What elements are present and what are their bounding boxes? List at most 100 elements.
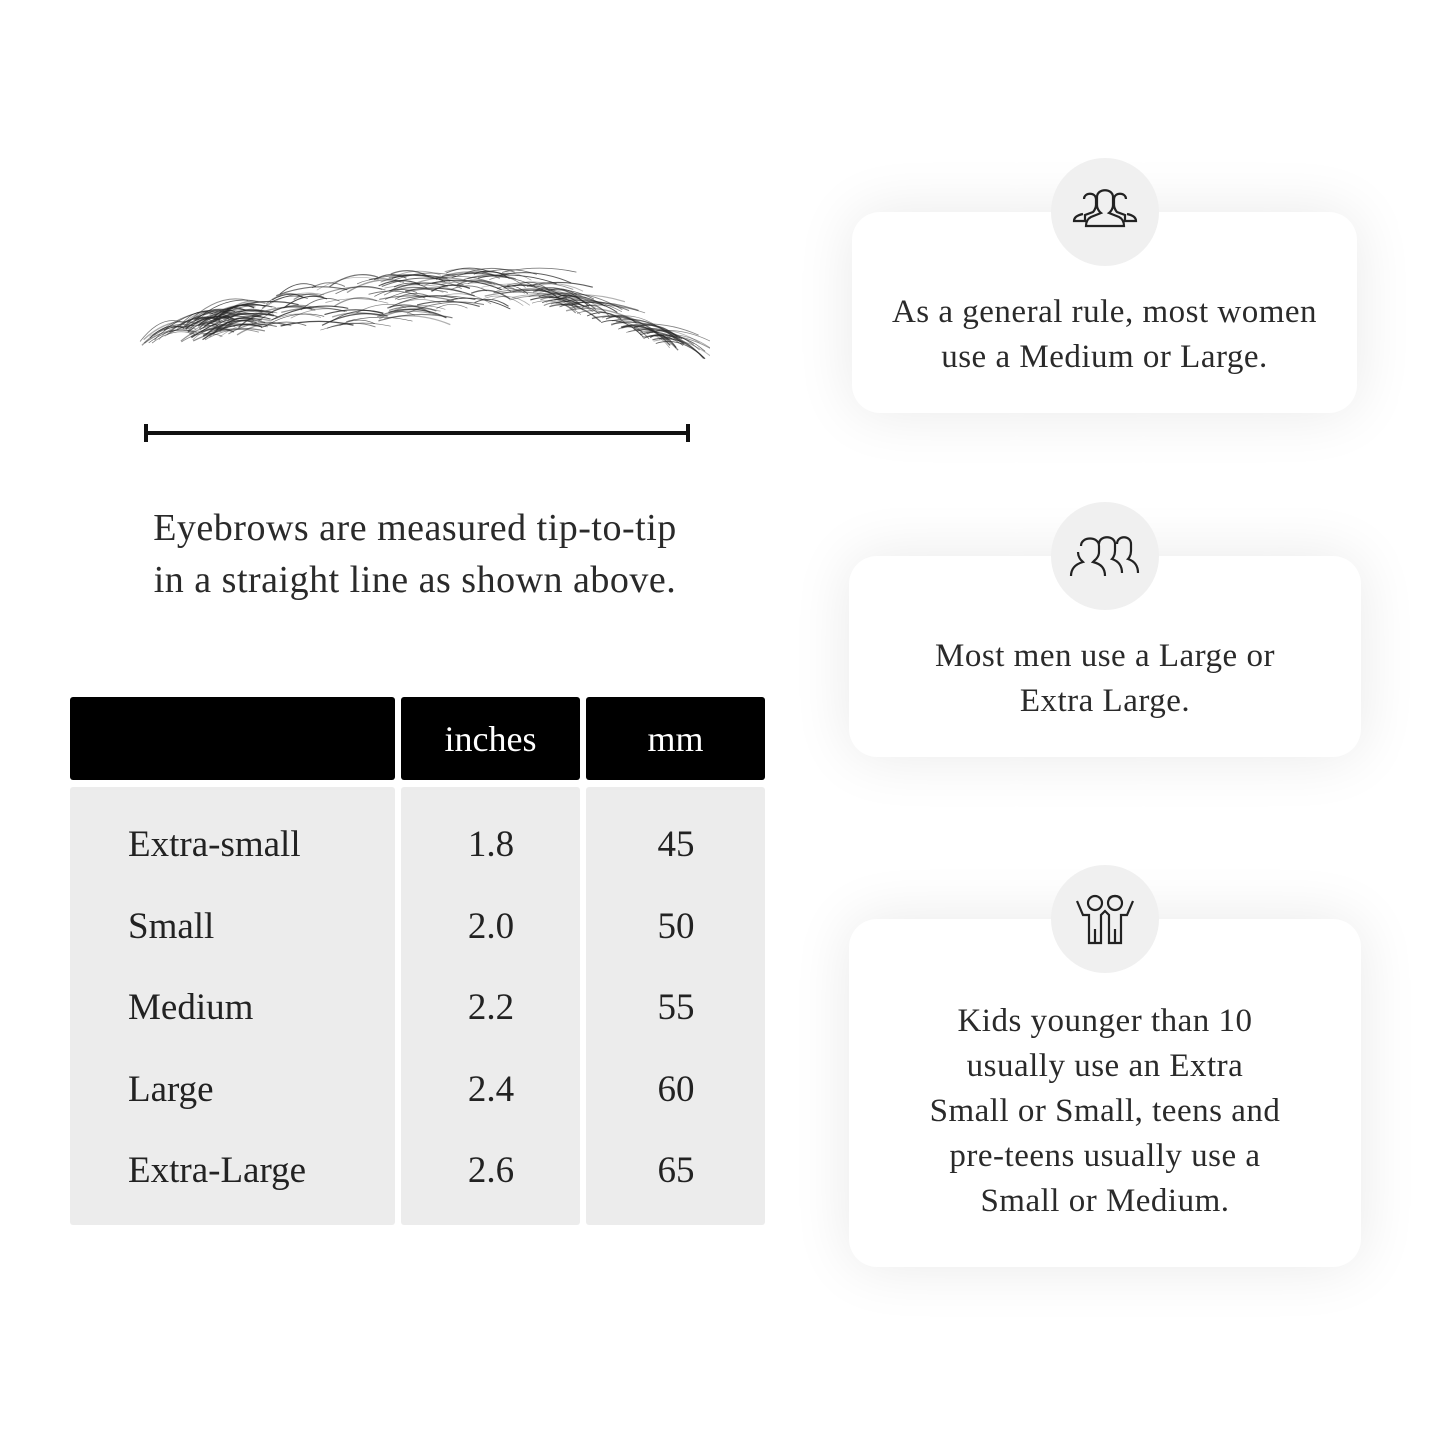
eyebrow-hair: [283, 295, 328, 309]
measurement-caption: Eyebrows are measured tip-to-tip in a st…: [100, 502, 730, 606]
eyebrow-hair: [406, 301, 485, 314]
eyebrow-hair: [204, 329, 259, 341]
eyebrow-hair: [655, 341, 706, 360]
eyebrow-hair: [645, 330, 710, 342]
eyebrow-hair: [456, 279, 492, 286]
eyebrow-hair: [467, 275, 536, 287]
eyebrow-hair: [384, 284, 462, 292]
eyebrow-hair: [659, 336, 706, 352]
eyebrow-hair: [467, 280, 512, 292]
measurement-line: [144, 424, 690, 442]
eyebrow-hair: [192, 327, 231, 341]
eyebrow-hair: [591, 315, 655, 332]
caption-line: in a straight line as shown above.: [153, 559, 677, 601]
eyebrow-hair: [148, 329, 198, 344]
eyebrow-hair: [548, 294, 607, 313]
eyebrow-hair: [281, 306, 346, 313]
eyebrow-hair: [532, 288, 595, 300]
cell-size: Extra-Large: [128, 1150, 307, 1191]
eyebrow-hair: [271, 293, 305, 301]
eyebrow-hair: [334, 297, 377, 307]
eyebrow-hair: [219, 323, 269, 338]
eyebrow-hair: [139, 320, 183, 342]
eyebrow-hair: [536, 289, 582, 297]
cell-size: Extra-small: [128, 824, 301, 865]
eyebrow-hair: [264, 313, 325, 327]
eyebrow-hair: [331, 312, 384, 318]
card-text: Small or Small, teens and: [929, 1092, 1281, 1129]
eyebrow-hair: [581, 304, 611, 318]
cell-inches: 2.4: [467, 1068, 515, 1110]
eyebrow-hair: [324, 309, 384, 316]
eyebrow-hair: [274, 313, 321, 320]
eyebrow-hair: [154, 326, 187, 341]
eyebrow-hair: [628, 329, 695, 345]
eyebrow-hair: [494, 288, 526, 294]
eyebrow-hair: [451, 285, 488, 292]
eyebrow-hair: [381, 277, 451, 287]
eyebrow-hair: [329, 274, 379, 288]
eyebrow-hair: [470, 289, 511, 300]
eyebrow-hair: [339, 319, 375, 326]
eyebrow-hair: [356, 304, 407, 314]
eyebrow-hair: [444, 268, 501, 280]
eyebrow-hair: [643, 329, 700, 344]
eyebrow-hair: [321, 313, 388, 326]
eyebrow-hair: [653, 338, 710, 357]
eyebrow-hair: [502, 267, 577, 273]
eyebrow-hair: [276, 286, 348, 297]
eyebrow-hair: [483, 295, 524, 306]
card-text: pre-teens usually use a: [949, 1137, 1261, 1174]
eyebrow-hair: [388, 308, 447, 319]
eyebrow-hair: [649, 334, 677, 348]
eyebrow-hair: [618, 326, 650, 339]
eyebrow-hair: [608, 315, 657, 327]
eyebrow-hair: [415, 277, 470, 285]
cell-mm: 65: [657, 1150, 695, 1191]
eyebrow-hair: [543, 302, 577, 314]
eyebrow-hair: [201, 323, 262, 334]
eyebrow-hair: [507, 281, 574, 290]
eyebrow-hair: [550, 297, 623, 313]
kids-icon: [1051, 865, 1159, 973]
eyebrow-hair: [388, 274, 464, 286]
eyebrow-hair: [396, 270, 442, 276]
eyebrow-hair: [463, 274, 517, 280]
eyebrow-hair: [621, 325, 679, 351]
kids-card: Kids younger than 10 usually use an Extr…: [849, 919, 1361, 1267]
eyebrow-hair: [383, 286, 433, 296]
eyebrow-hair: [204, 318, 272, 340]
eyebrow-hair: [207, 312, 262, 325]
eyebrow-hair: [558, 295, 606, 307]
men-group-icon: [1051, 502, 1159, 610]
cell-size: Small: [128, 905, 215, 947]
eyebrow-hair: [192, 327, 266, 342]
eyebrow-hair: [565, 307, 635, 322]
eyebrow-hair: [212, 307, 247, 319]
cell-inches: 2.0: [467, 905, 515, 947]
eyebrow-hair: [549, 303, 602, 323]
eyebrow-hair: [346, 316, 413, 322]
eyebrow-hair: [484, 291, 554, 297]
eyebrow-hair: [531, 300, 582, 315]
card-text: Extra Large.: [1019, 682, 1191, 719]
eyebrow-hair: [481, 283, 556, 291]
eyebrow-hair: [335, 285, 383, 295]
card-text: usually use an Extra: [966, 1047, 1244, 1084]
eyebrow-hair: [555, 299, 630, 312]
eyebrow-hair: [623, 323, 699, 336]
eyebrow-hair: [293, 293, 325, 301]
inches-column: [401, 787, 580, 1225]
caption-line: Eyebrows are measured tip-to-tip: [153, 507, 677, 549]
cell-mm: 50: [657, 905, 695, 947]
eyebrow-hair: [391, 274, 446, 282]
women-card: As a general rule, most women use a Medi…: [852, 212, 1357, 413]
eyebrow-hair: [222, 300, 266, 316]
eyebrow-hair: [404, 287, 475, 297]
eyebrow-hair: [416, 300, 480, 308]
eyebrow-hair: [477, 274, 557, 285]
card-text: As a general rule, most women: [891, 293, 1318, 330]
eyebrow-hair: [212, 309, 274, 323]
cell-mm: 60: [657, 1068, 695, 1110]
eyebrow-hair: [441, 271, 498, 278]
